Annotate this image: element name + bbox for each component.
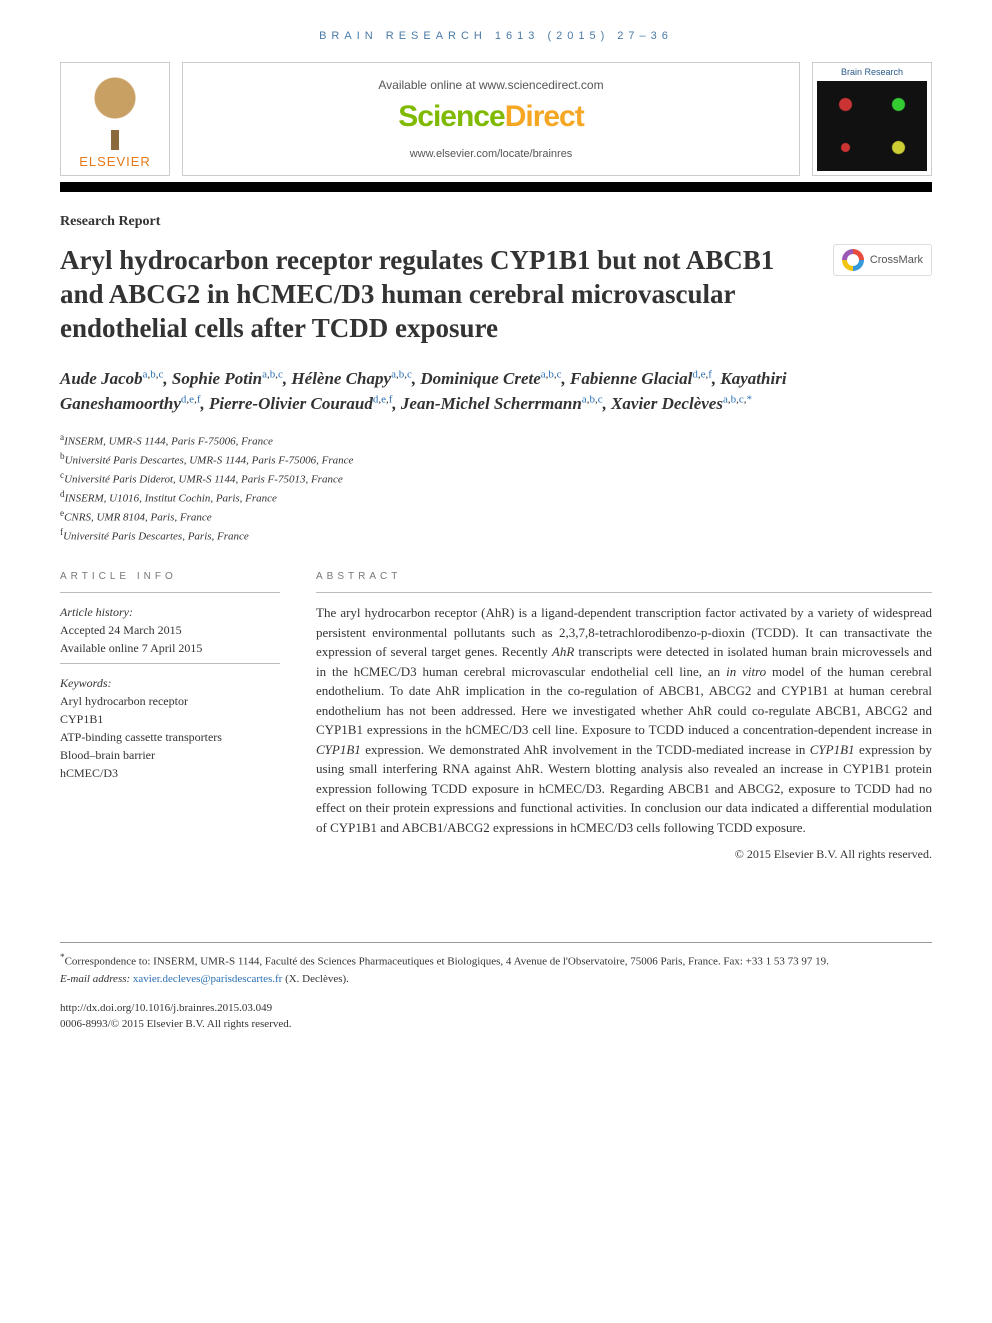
history-label: Article history: <box>60 603 280 621</box>
affiliation-list: aINSERM, UMR-S 1144, Paris F-75006, Fran… <box>60 431 932 546</box>
document-type: Research Report <box>60 214 932 230</box>
abstract-copyright: © 2015 Elsevier B.V. All rights reserved… <box>316 847 932 862</box>
accepted-date: Accepted 24 March 2015 <box>60 621 280 639</box>
abstract-text: The aryl hydrocarbon receptor (AhR) is a… <box>316 603 932 837</box>
corr-email-link[interactable]: xavier.decleves@parisdescartes.fr <box>133 973 282 985</box>
article-info-column: article info Article history: Accepted 2… <box>60 571 280 862</box>
divider <box>316 592 932 593</box>
issn-copyright: 0006-8993/© 2015 Elsevier B.V. All right… <box>60 1017 932 1032</box>
corr-text: Correspondence to: INSERM, UMR-S 1144, F… <box>65 956 829 968</box>
journal-cover-title: Brain Research <box>841 67 903 77</box>
article-info-heading: article info <box>60 571 280 582</box>
keywords-block: Keywords: Aryl hydrocarbon receptorCYP1B… <box>60 674 280 782</box>
correspondence-footnote: *Correspondence to: INSERM, UMR-S 1144, … <box>60 951 932 970</box>
title-row: Aryl hydrocarbon receptor regulates CYP1… <box>60 244 932 367</box>
article-title: Aryl hydrocarbon receptor regulates CYP1… <box>60 244 813 345</box>
abstract-heading: abstract <box>316 571 932 582</box>
crossmark-label: CrossMark <box>870 254 923 266</box>
journal-url[interactable]: www.elsevier.com/locate/brainres <box>410 148 573 160</box>
separator-bar <box>60 182 932 192</box>
available-online-text: Available online at www.sciencedirect.co… <box>378 78 603 92</box>
elsevier-tree-icon <box>80 70 150 150</box>
sciencedirect-logo: ScienceDirect <box>398 100 583 134</box>
doi-url[interactable]: http://dx.doi.org/10.1016/j.brainres.201… <box>60 1001 932 1016</box>
elsevier-logo-box: ELSEVIER <box>60 62 170 176</box>
author-list: Aude Jacoba,b,c, Sophie Potina,b,c, Hélè… <box>60 367 932 416</box>
online-date: Available online 7 April 2015 <box>60 639 280 657</box>
email-label: E-mail address: <box>60 973 133 985</box>
footnotes: *Correspondence to: INSERM, UMR-S 1144, … <box>60 942 932 987</box>
sd-logo-main: Science <box>398 100 504 133</box>
journal-cover-box: Brain Research <box>812 62 932 176</box>
abstract-column: abstract The aryl hydrocarbon receptor (… <box>316 571 932 862</box>
journal-cover-icon <box>817 81 927 171</box>
divider <box>60 592 280 593</box>
doi-block: http://dx.doi.org/10.1016/j.brainres.201… <box>60 1001 932 1032</box>
running-head: BRAIN RESEARCH 1613 (2015) 27–36 <box>60 30 932 42</box>
keywords-label: Keywords: <box>60 674 280 692</box>
sd-logo-accent: Direct <box>505 100 584 133</box>
article-history: Article history: Accepted 24 March 2015 … <box>60 603 280 657</box>
keywords-list: Aryl hydrocarbon receptorCYP1B1ATP-bindi… <box>60 692 280 782</box>
divider <box>60 663 280 664</box>
email-paren: (X. Declèves). <box>282 973 349 985</box>
crossmark-badge[interactable]: CrossMark <box>833 244 932 276</box>
elsevier-wordmark: ELSEVIER <box>79 154 151 169</box>
crossmark-icon <box>842 249 864 271</box>
header-band: ELSEVIER Available online at www.science… <box>60 62 932 176</box>
info-abstract-row: article info Article history: Accepted 2… <box>60 571 932 862</box>
email-footnote: E-mail address: xavier.decleves@parisdes… <box>60 971 932 988</box>
sciencedirect-panel: Available online at www.sciencedirect.co… <box>182 62 800 176</box>
